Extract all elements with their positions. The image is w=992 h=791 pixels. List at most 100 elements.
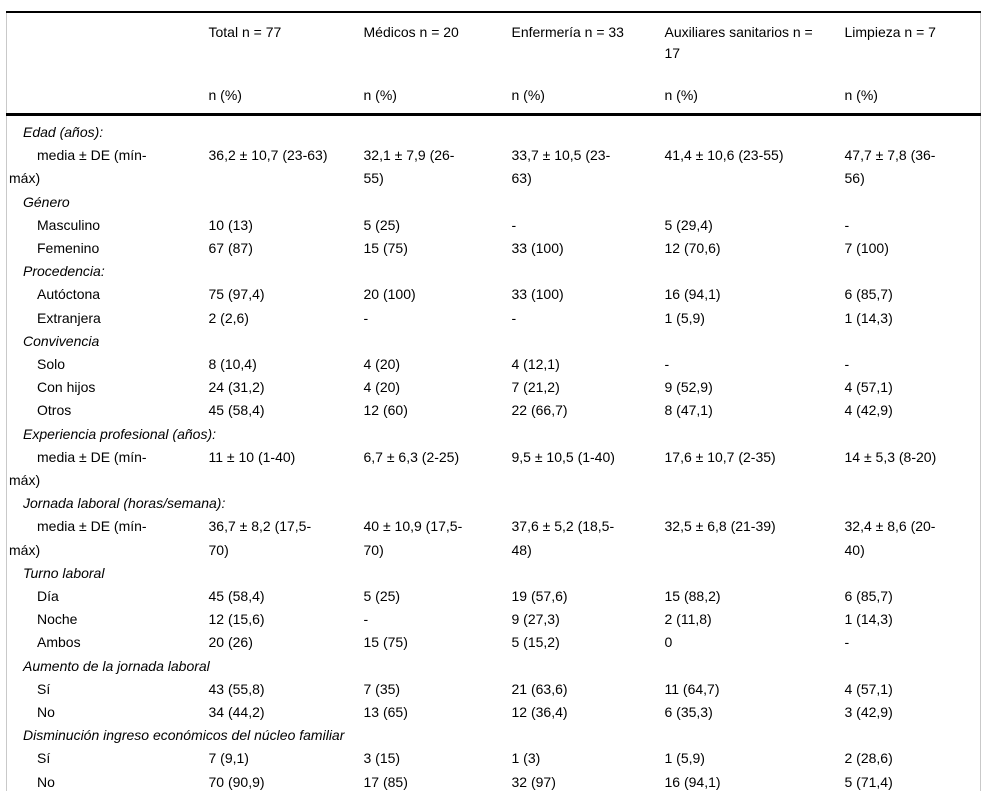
table-row: Masculino 10 (13) 5 (25) - 5 (29,4) - — [7, 214, 981, 237]
value-cell: 9,5 ± 10,5 (1-40) — [511, 448, 615, 465]
value-cell: 15 (75) — [363, 240, 408, 257]
value-cell: 4 (57,1) — [844, 680, 893, 697]
table-row: No 70 (90,9) 17 (85) 32 (97) 16 (94,1) 5 (71,… — [7, 771, 981, 791]
value-cell: 8 (47,1) — [664, 402, 713, 419]
value-cell: 12 (60) — [363, 402, 408, 419]
value-cell: 3 (15) — [363, 750, 401, 767]
section-header-row: Turno laboral — [7, 562, 981, 585]
row-label: media ± DE (mín-máx) — [9, 147, 147, 187]
row-label: Femenino — [37, 240, 100, 257]
table-row: Autóctona 75 (97,4) 20 (100) 33 (100) 16 (94… — [7, 283, 981, 306]
section-header-row: Edad (años): — [7, 115, 981, 145]
value-cell: 16 (94,1) — [664, 286, 721, 303]
value-cell: 17,6 ± 10,7 (2-35) — [664, 448, 776, 465]
table-row: Sí 7 (9,1) 3 (15) 1 (3) 1 (5,9) 2 (28,6) — [7, 747, 981, 770]
corner-cell — [7, 12, 209, 68]
section-header-row: Disminución ingreso económicos del núcle… — [7, 724, 981, 747]
value-cell: 32,5 ± 6,8 (21-39) — [664, 518, 776, 535]
subheader-cell: n (%) — [664, 68, 845, 116]
value-cell: 11 ± 10 (1-40) — [208, 448, 296, 465]
value-cell: - — [844, 216, 850, 233]
row-label: Sí — [37, 750, 51, 767]
value-cell: 67 (87) — [208, 240, 253, 257]
value-cell: 36,7 ± 8,2 (17,5-70) — [208, 518, 312, 558]
value-cell: 6 (85,7) — [844, 588, 893, 605]
row-label: Con hijos — [37, 379, 96, 396]
row-label: No — [37, 704, 55, 721]
value-cell: 2 (28,6) — [844, 750, 893, 767]
value-cell: 5 (15,2) — [511, 634, 560, 651]
section-header: Edad (años): — [23, 124, 104, 140]
value-cell: 10 (13) — [208, 216, 253, 233]
value-cell: 20 (26) — [208, 634, 253, 651]
value-cell: 1 (14,3) — [844, 309, 893, 326]
subheader-row: n (%) n (%) n (%) n (%) n (%) — [6, 68, 981, 116]
row-label: Noche — [37, 611, 78, 628]
table-row: No 34 (44,2) 13 (65) 12 (36,4) 6 (35,3) 3 (42… — [7, 701, 981, 724]
value-cell: 11 (64,7) — [664, 680, 720, 697]
subheader-cell: n (%) — [511, 68, 665, 116]
row-label: media ± DE (mín-máx) — [9, 518, 147, 558]
section-header-row: Procedencia: — [7, 260, 981, 283]
value-cell: 4 (12,1) — [511, 356, 560, 373]
section-header: Convivencia — [23, 332, 100, 349]
value-cell: 41,4 ± 10,6 (23-55) — [664, 147, 784, 164]
value-cell: 32,1 ± 7,9 (26-55) — [363, 147, 455, 187]
value-cell: 6,7 ± 6,3 (2-25) — [363, 448, 460, 465]
value-cell: 21 (63,6) — [511, 680, 568, 697]
row-label: No — [37, 773, 55, 790]
section-header-row: Jornada laboral (horas/semana): — [7, 492, 981, 515]
section-header: Procedencia: — [23, 263, 105, 280]
row-label: media ± DE (mín-máx) — [9, 448, 147, 489]
table-row: Con hijos 24 (31,2) 4 (20) 7 (21,2) 9 (52,9)… — [7, 376, 981, 399]
value-cell: 33 (100) — [511, 286, 564, 303]
value-cell: 47,7 ± 7,8 (36-56) — [844, 147, 936, 187]
value-cell: 4 (57,1) — [844, 379, 893, 396]
row-label: Día — [37, 588, 59, 605]
value-cell: 7 (35) — [363, 680, 401, 697]
value-cell: 5 (71,4) — [844, 773, 893, 790]
section-header: Género — [23, 193, 70, 210]
table-row: Día 45 (58,4) 5 (25) 19 (57,6) 15 (88,2) 6 (8… — [7, 585, 981, 608]
value-cell: 14 ± 5,3 (8-20) — [844, 448, 937, 465]
section-header-row: Experiencia profesional (años): — [7, 423, 981, 446]
table-body: Edad (años): media ± DE (mín-máx) 36,2 ± 1… — [7, 115, 981, 791]
value-cell: 13 (65) — [363, 704, 408, 721]
table-row: media ± DE (mín-máx) 11 ± 10 (1-40) 6,7 ± … — [7, 446, 981, 492]
subheader-cell: n (%) — [844, 68, 981, 116]
value-cell: 16 (94,1) — [664, 773, 721, 790]
value-cell: 12 (36,4) — [511, 704, 568, 721]
value-cell: 34 (44,2) — [208, 704, 265, 721]
table-row: Extranjera 2 (2,6) - - 1 (5,9) 1 (14,3) — [7, 307, 981, 330]
row-label: Ambos — [37, 634, 81, 651]
row-label: Sí — [37, 680, 51, 697]
value-cell: 5 (25) — [363, 216, 401, 233]
value-cell: 45 (58,4) — [208, 588, 265, 605]
value-cell: 9 (27,3) — [511, 611, 560, 628]
value-cell: 5 (29,4) — [664, 216, 713, 233]
column-header-row: Total n = 77 Médicos n = 20 Enfermería n =… — [7, 12, 981, 68]
table-row: Noche 12 (15,6) - 9 (27,3) 2 (11,8) 1 (14,3) — [7, 608, 981, 631]
column-header: Enfermería n = 33 — [511, 24, 624, 40]
value-cell: 4 (20) — [363, 356, 401, 373]
stats-table: Total n = 77 Médicos n = 20 Enfermería n =… — [6, 11, 981, 791]
section-header: Turno laboral — [23, 564, 105, 581]
table-row: Sí 43 (55,8) 7 (35) 21 (63,6) 11 (64,7) 4 (57… — [7, 678, 981, 701]
value-cell: 6 (85,7) — [844, 286, 893, 303]
table-row: Otros 45 (58,4) 12 (60) 22 (66,7) 8 (47,1) 4 … — [7, 399, 981, 422]
value-cell: 5 (25) — [363, 588, 401, 605]
value-cell: 0 — [664, 634, 673, 651]
value-cell: 15 (75) — [363, 634, 408, 651]
value-cell: 12 (70,6) — [664, 240, 721, 257]
value-cell: 6 (35,3) — [664, 704, 713, 721]
subheader-cell: n (%) — [363, 68, 512, 116]
value-cell: 12 (15,6) — [208, 611, 265, 628]
value-cell: 40 ± 10,9 (17,5-70) — [363, 518, 463, 558]
section-header: Disminución ingreso económicos del núcle… — [23, 727, 345, 744]
value-cell: - — [363, 309, 369, 326]
value-cell: 70 (90,9) — [208, 773, 265, 790]
value-cell: 1 (14,3) — [844, 611, 893, 628]
value-cell: 32,4 ± 8,6 (20-40) — [844, 518, 936, 558]
row-label: Solo — [37, 356, 66, 373]
column-header: Médicos n = 20 — [363, 24, 459, 40]
